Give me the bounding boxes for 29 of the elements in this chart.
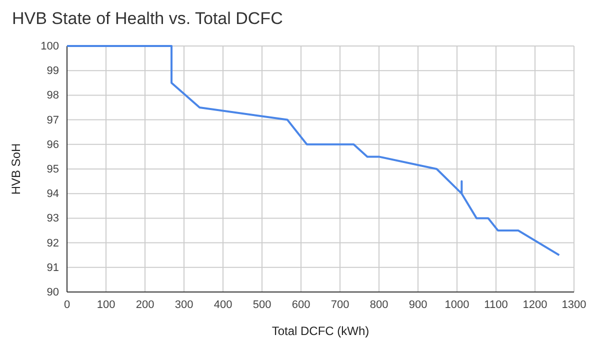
x-tick-label: 0: [64, 298, 70, 311]
x-tick-label: 500: [252, 298, 272, 311]
chart-title: HVB State of Health vs. Total DCFC: [12, 9, 283, 28]
x-tick-label: 800: [370, 298, 388, 311]
x-tick-label: 300: [174, 298, 194, 311]
x-tick-label: 200: [136, 298, 154, 311]
y-tick-label: 96: [46, 138, 59, 151]
y-tick-label: 93: [46, 212, 59, 225]
x-tick-label: 1200: [522, 298, 548, 311]
x-tick-label: 1000: [444, 298, 470, 311]
y-tick-label: 91: [46, 262, 59, 274]
y-tick-label: 95: [46, 164, 59, 176]
y-axis-title: HVB SoH: [9, 143, 23, 195]
x-tick-label: 400: [214, 298, 232, 311]
x-axis-title: Total DCFC (kWh): [272, 324, 370, 338]
x-tick-label: 900: [408, 298, 428, 311]
y-tick-label: 94: [46, 188, 59, 200]
y-tick-label: 100: [40, 40, 59, 53]
x-tick-label: 600: [292, 298, 310, 311]
line-series: [66, 45, 560, 256]
x-tick-label: 1300: [562, 298, 586, 311]
x-tick-label: 100: [96, 298, 116, 311]
x-tick-label: 1100: [484, 298, 508, 311]
y-tick-label: 90: [46, 286, 59, 299]
y-tick-label: 92: [46, 237, 59, 250]
y-tick-label: 99: [46, 65, 59, 78]
x-tick-label: 700: [330, 298, 350, 311]
y-tick-label: 97: [46, 114, 59, 126]
y-tick-label: 98: [46, 90, 59, 102]
